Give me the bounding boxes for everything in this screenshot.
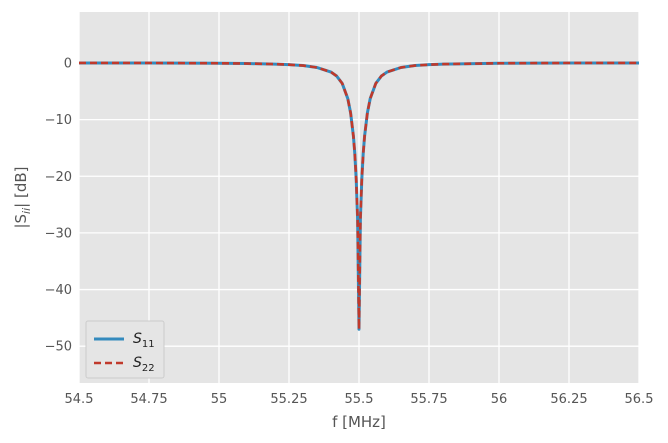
- x-tick-label: 54.5: [65, 392, 94, 407]
- x-tick-label: 55.25: [270, 392, 307, 407]
- y-axis-label-tail: | [dB]: [12, 166, 30, 207]
- y-tick-label: −30: [45, 226, 72, 241]
- y-tick-label: −50: [45, 340, 72, 355]
- x-tick-label: 55.5: [345, 392, 374, 407]
- series-layer: [79, 61, 639, 331]
- x-axis-label: f [MHz]: [332, 413, 386, 431]
- y-axis-label-sub: ii: [20, 208, 33, 214]
- x-tick-label: 54.75: [130, 392, 167, 407]
- y-tick-label: −20: [45, 170, 72, 185]
- x-tick-label: 56.5: [625, 392, 654, 407]
- x-tick-labels: 54.5 54.75 55 55.25 55.5 55.75 56 56.25 56.5: [65, 392, 654, 407]
- y-tick-label: 0: [64, 56, 72, 71]
- y-tick-label: −10: [45, 113, 72, 128]
- y-tick-labels: 0 −10 −20 −30 −40 −50: [45, 56, 72, 354]
- x-tick-label: 56: [491, 392, 508, 407]
- x-tick-label: 55: [211, 392, 228, 407]
- legend-label-s22: S22: [133, 355, 155, 374]
- legend: S11 S22: [85, 320, 165, 379]
- legend-label-s11: S11: [133, 331, 155, 350]
- x-tick-label: 55.75: [410, 392, 447, 407]
- x-tick-label: 56.25: [550, 392, 587, 407]
- series-line-s11: [79, 61, 639, 331]
- y-axis-label: |Sii| [dB]: [12, 166, 33, 228]
- y-tick-label: −40: [45, 283, 72, 298]
- y-axis-label-main: |S: [12, 214, 30, 229]
